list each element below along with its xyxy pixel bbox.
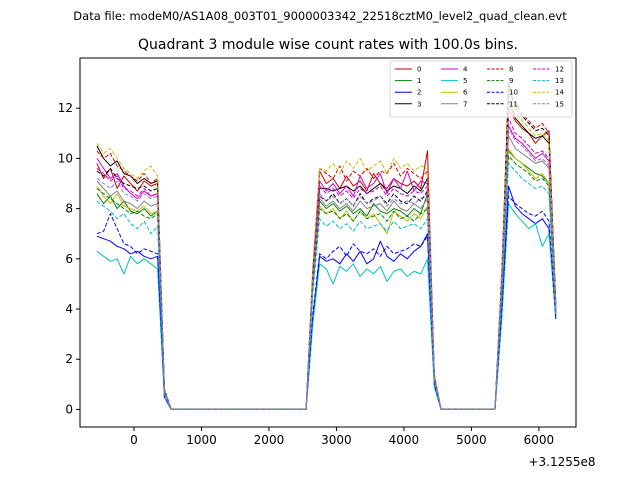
- legend-label-3: 3: [417, 100, 421, 108]
- x-tick-label-1: 1000: [186, 433, 217, 447]
- legend-label-11: 11: [509, 100, 518, 108]
- y-axis: 0 2 4 6 8 10 12: [58, 101, 80, 416]
- y-tick-label-4: 8: [65, 202, 73, 216]
- plot-area: [96, 82, 557, 410]
- x-offset-label: +3.1255e8: [528, 455, 595, 469]
- x-tick-label-6: 6000: [524, 433, 555, 447]
- legend-label-14: 14: [555, 89, 564, 97]
- x-tick-label-5: 5000: [456, 433, 487, 447]
- legend-label-5: 5: [463, 77, 467, 85]
- chart-title: Quadrant 3 module wise count rates with …: [138, 37, 518, 53]
- legend-label-2: 2: [417, 89, 421, 97]
- axes-frame: [79, 57, 577, 428]
- figure-suptitle: Data file: modeM0/AS1A08_003T01_90000033…: [73, 9, 567, 23]
- x-axis: 0 1000 2000 3000 4000 5000 6000: [130, 427, 554, 447]
- legend-label-4: 4: [463, 66, 468, 74]
- series-line-8: [96, 92, 557, 410]
- x-tick-label-2: 2000: [254, 433, 285, 447]
- y-tick-label-6: 12: [58, 101, 73, 115]
- legend-label-12: 12: [555, 66, 564, 74]
- series-line-14: [96, 102, 557, 410]
- legend-label-1: 1: [417, 77, 421, 85]
- y-tick-label-3: 6: [65, 252, 73, 266]
- x-tick-label-0: 0: [130, 433, 138, 447]
- legend-label-9: 9: [509, 77, 513, 85]
- legend-label-8: 8: [509, 66, 513, 74]
- y-tick-label-1: 2: [65, 352, 73, 366]
- legend-label-13: 13: [555, 77, 564, 85]
- legend-box: [389, 60, 573, 118]
- legend-label-7: 7: [463, 100, 467, 108]
- legend-label-10: 10: [509, 89, 518, 97]
- y-tick-label-2: 4: [65, 302, 73, 316]
- legend-label-6: 6: [463, 89, 468, 97]
- series-line-13: [96, 162, 557, 410]
- legend-label-0: 0: [417, 66, 421, 74]
- legend-label-15: 15: [555, 100, 564, 108]
- x-tick-label-3: 3000: [321, 433, 352, 447]
- x-tick-label-4: 4000: [389, 433, 420, 447]
- y-tick-label-5: 10: [58, 151, 73, 165]
- y-tick-label-0: 0: [65, 402, 73, 416]
